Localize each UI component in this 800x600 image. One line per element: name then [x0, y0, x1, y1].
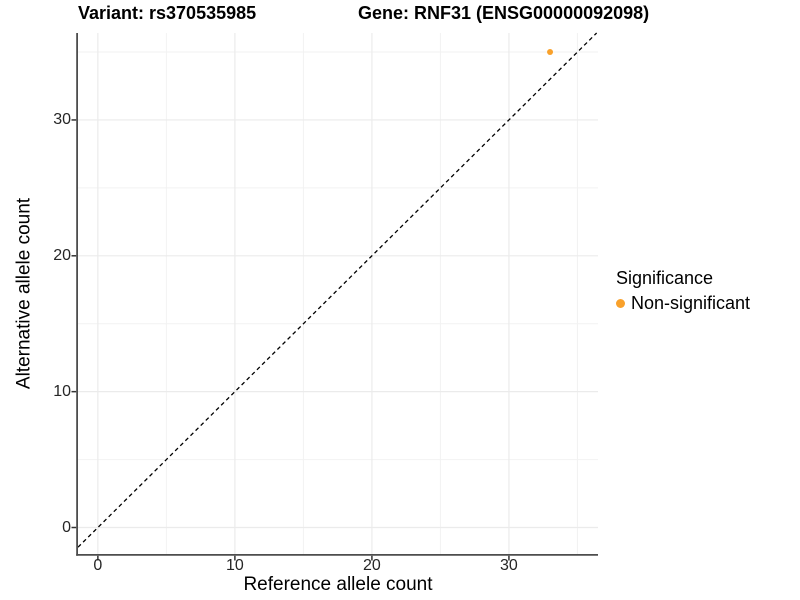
y-tick-label: 10 [53, 382, 71, 400]
identity-line [77, 32, 598, 548]
y-axis-title: Alternative allele count [13, 197, 35, 390]
y-tick-label: 30 [53, 110, 71, 128]
y-tick-label: 20 [53, 246, 71, 264]
x-tick-label: 0 [93, 557, 103, 574]
gene-title: Gene: RNF31 (ENSG00000092098) [358, 3, 650, 23]
x-tick-label: 10 [225, 557, 244, 574]
legend-item-label: Non-significant [631, 293, 751, 313]
variant-title: Variant: rs370535985 [78, 3, 257, 23]
legend-point-icon [616, 299, 625, 308]
y-tick-label: 0 [62, 518, 71, 536]
legend: Significance Non-significant [616, 266, 750, 314]
x-tick-label: 30 [500, 557, 518, 574]
x-tick-label: 20 [363, 557, 381, 574]
data-point [547, 49, 554, 56]
legend-item: Non-significant [616, 293, 750, 314]
x-axis-title: Reference allele count [243, 574, 433, 595]
legend-title: Significance [616, 268, 714, 288]
